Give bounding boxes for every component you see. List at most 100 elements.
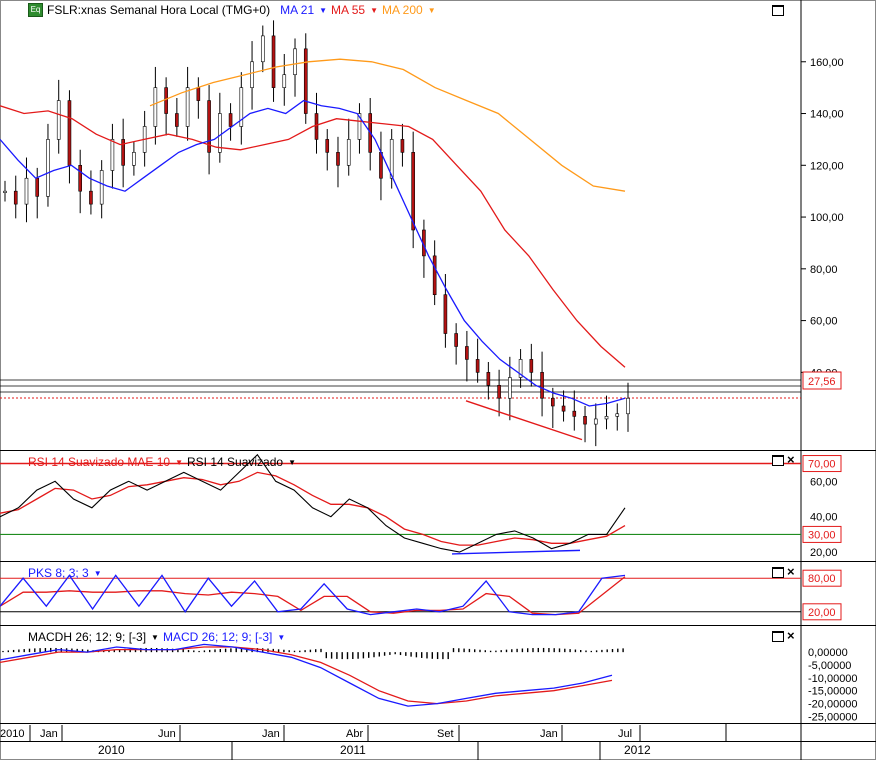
candle-body bbox=[357, 113, 362, 140]
macd-legend-label[interactable]: MACD 26; 12; 9; [-3] bbox=[162, 630, 273, 644]
candle-body bbox=[389, 139, 394, 179]
rsi-dropdown-icon[interactable]: ▼ bbox=[288, 457, 296, 467]
rsi-line bbox=[0, 453, 626, 553]
ma55-dropdown-icon[interactable]: ▼ bbox=[370, 5, 378, 15]
candle-body bbox=[551, 397, 555, 407]
candle-body bbox=[626, 397, 630, 415]
pks-dropdown-icon[interactable]: ▼ bbox=[93, 568, 102, 578]
pks-20-badge: 20,00 bbox=[808, 607, 836, 619]
candle-body bbox=[583, 416, 587, 425]
candle-body bbox=[46, 139, 50, 197]
candle-body bbox=[250, 61, 254, 88]
macd-close-icon[interactable]: × bbox=[787, 628, 795, 643]
candle-body bbox=[164, 87, 168, 114]
time-month-label: Set bbox=[437, 728, 454, 740]
macd-axis-label: -10,00000 bbox=[808, 673, 858, 685]
candle-body bbox=[518, 359, 523, 378]
candle-body bbox=[615, 413, 620, 417]
rsi-maximize-icon[interactable] bbox=[772, 455, 784, 466]
chart-title: FSLR:xnas Semanal Hora Local (TMG+0) bbox=[47, 3, 271, 17]
candle-body bbox=[35, 177, 40, 197]
candle-body bbox=[486, 372, 491, 386]
candle-body bbox=[454, 333, 458, 347]
pks-legend-label[interactable]: PKS 8; 3; 3 bbox=[28, 566, 89, 580]
equity-badge: Eq bbox=[28, 3, 43, 17]
ma21-legend[interactable]: MA 21 bbox=[280, 3, 315, 17]
candle-body bbox=[303, 48, 308, 114]
time-year-label: 2010 bbox=[98, 743, 125, 757]
rsi-axis-label: 40,00 bbox=[810, 512, 838, 524]
candle-body bbox=[497, 384, 501, 399]
main-legend: Eq FSLR:xnas Semanal Hora Local (TMG+0) … bbox=[28, 3, 440, 17]
rsi-30-badge-box bbox=[802, 525, 842, 543]
time-month-label: Jun bbox=[158, 728, 176, 740]
candle-body bbox=[271, 35, 276, 88]
macd-axis-label: -25,00000 bbox=[808, 711, 858, 723]
macd-signal-line bbox=[0, 646, 613, 705]
price-axis-label: 120,00 bbox=[810, 160, 844, 172]
ma21-dropdown-icon[interactable]: ▼ bbox=[319, 5, 328, 15]
macd-legend: MACDH 26; 12; 9; [-3] ▼ MACD 26; 12; 9; [… bbox=[28, 630, 289, 644]
candle-body bbox=[218, 113, 222, 153]
ma200-dropdown-icon[interactable]: ▼ bbox=[427, 5, 436, 15]
candle-body bbox=[314, 113, 319, 140]
last-price-badge: 27,56 bbox=[808, 376, 836, 388]
candle-body bbox=[379, 152, 383, 179]
candle-body bbox=[78, 164, 82, 192]
rsi-mae-dropdown-icon[interactable]: ▼ bbox=[175, 457, 183, 467]
macd-dropdown-icon[interactable]: ▼ bbox=[277, 632, 286, 642]
rsi-mae-legend[interactable]: RSI 14 Suavizado MAE 10 bbox=[28, 455, 171, 469]
macd-axis-label: 0,00000 bbox=[808, 647, 848, 659]
rsi-legend-label[interactable]: RSI 14 Suavizado bbox=[187, 455, 284, 469]
candle-body bbox=[572, 410, 577, 417]
time-year-label: 2011 bbox=[340, 743, 366, 757]
candle-body bbox=[561, 405, 566, 412]
main-maximize-icon[interactable] bbox=[772, 5, 784, 16]
rsi-axis-label: 20,00 bbox=[810, 547, 838, 559]
candle-body bbox=[443, 294, 448, 334]
macdh-dropdown-icon[interactable]: ▼ bbox=[151, 632, 159, 642]
candle-body bbox=[508, 377, 512, 399]
trendline-main bbox=[465, 400, 583, 441]
pks-legend: PKS 8; 3; 3 ▼ bbox=[28, 566, 106, 580]
macd-axis-label: -15,00000 bbox=[808, 686, 858, 698]
candle-body bbox=[346, 139, 351, 166]
pks-80-badge: 80,00 bbox=[808, 573, 836, 585]
candle-body bbox=[132, 152, 136, 166]
last-price-badge-box bbox=[802, 371, 842, 390]
ma55-legend[interactable]: MA 55 bbox=[331, 3, 366, 17]
rsi-trendline bbox=[451, 549, 581, 555]
candle-body bbox=[153, 87, 158, 127]
candle-body bbox=[260, 35, 265, 63]
macd-maximize-icon[interactable] bbox=[772, 631, 784, 642]
price-axis-label: 100,00 bbox=[810, 212, 844, 224]
candle-body bbox=[228, 113, 233, 127]
ma200-legend[interactable]: MA 200 bbox=[382, 3, 423, 17]
time-month-label: Jan bbox=[40, 728, 58, 740]
pks-maximize-icon[interactable] bbox=[772, 567, 784, 578]
rsi-70-badge: 70,00 bbox=[808, 459, 836, 471]
macdh-legend-label[interactable]: MACDH 26; 12; 9; [-3] bbox=[28, 630, 147, 644]
candle-body bbox=[293, 48, 297, 76]
candle-body bbox=[13, 190, 18, 205]
time-month-label: Jan bbox=[540, 728, 558, 740]
candle-body bbox=[3, 190, 7, 193]
candle-body bbox=[400, 139, 405, 153]
candle-body bbox=[67, 100, 72, 166]
candle-body bbox=[175, 113, 179, 127]
candle-body bbox=[239, 87, 244, 127]
candle-body bbox=[99, 170, 104, 205]
candle-body bbox=[529, 359, 534, 373]
candle-body bbox=[593, 418, 598, 425]
time-month-label: Jul bbox=[618, 728, 632, 740]
price-axis-label: 140,00 bbox=[810, 109, 844, 121]
rsi-close-icon[interactable]: × bbox=[787, 452, 795, 467]
candle-body bbox=[24, 177, 29, 205]
price-axis-label: 80,00 bbox=[810, 264, 838, 276]
candle-body bbox=[185, 87, 190, 127]
candle-body bbox=[465, 346, 469, 360]
pks-close-icon[interactable]: × bbox=[787, 564, 795, 579]
pks-80-badge-box bbox=[802, 569, 842, 587]
candle-body bbox=[89, 190, 93, 205]
